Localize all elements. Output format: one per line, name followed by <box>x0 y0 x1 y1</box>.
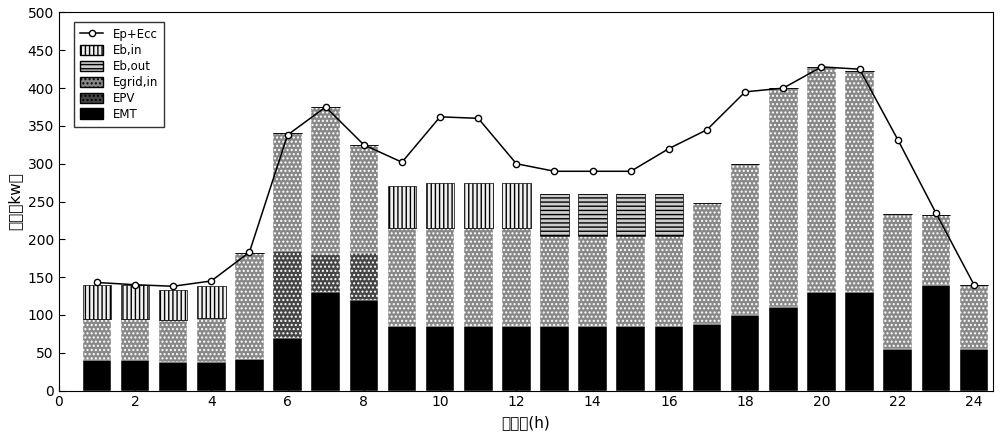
X-axis label: 时　间(h): 时 间(h) <box>502 415 550 430</box>
Bar <box>922 285 950 391</box>
Bar <box>464 228 493 326</box>
Bar <box>197 286 226 318</box>
Bar <box>578 326 607 391</box>
Bar <box>883 349 912 391</box>
Bar <box>655 194 683 236</box>
Bar <box>235 253 264 359</box>
Bar <box>83 319 111 361</box>
Bar <box>769 88 798 308</box>
Bar <box>159 362 187 391</box>
Bar <box>655 326 683 391</box>
Bar <box>540 236 569 326</box>
Bar <box>121 319 149 361</box>
Bar <box>121 285 149 319</box>
Bar <box>502 326 531 391</box>
Bar <box>883 215 912 349</box>
Bar <box>731 164 759 315</box>
Bar <box>273 133 302 251</box>
Bar <box>845 71 874 292</box>
Bar <box>311 107 340 254</box>
Bar <box>464 326 493 391</box>
Bar <box>540 326 569 391</box>
Bar <box>655 236 683 326</box>
Bar <box>502 183 531 228</box>
Bar <box>388 326 416 391</box>
Bar <box>845 292 874 391</box>
Bar <box>273 251 302 338</box>
Bar <box>426 183 454 228</box>
Bar <box>159 320 187 362</box>
Bar <box>350 145 378 253</box>
Bar <box>502 228 531 326</box>
Bar <box>235 359 264 391</box>
Bar <box>960 285 988 349</box>
Bar <box>121 361 149 391</box>
Bar <box>350 300 378 391</box>
Bar <box>807 292 836 391</box>
Bar <box>311 292 340 391</box>
Bar <box>578 236 607 326</box>
Bar <box>273 338 302 391</box>
Bar <box>693 203 721 324</box>
Bar <box>616 236 645 326</box>
Bar <box>807 67 836 292</box>
Bar <box>388 228 416 326</box>
Legend: Ep+Ecc, Eb,in, Eb,out, Egrid,in, EPV, EMT: Ep+Ecc, Eb,in, Eb,out, Egrid,in, EPV, EM… <box>74 22 164 127</box>
Bar <box>578 194 607 236</box>
Bar <box>197 362 226 391</box>
Bar <box>769 308 798 391</box>
Bar <box>540 194 569 236</box>
Bar <box>83 285 111 319</box>
Bar <box>83 361 111 391</box>
Bar <box>616 326 645 391</box>
Bar <box>693 324 721 391</box>
Bar <box>960 349 988 391</box>
Bar <box>388 187 416 228</box>
Bar <box>616 194 645 236</box>
Bar <box>464 183 493 228</box>
Bar <box>197 318 226 362</box>
Bar <box>159 290 187 320</box>
Bar <box>311 254 340 292</box>
Bar <box>731 315 759 391</box>
Y-axis label: 功率（kw）: 功率（kw） <box>7 173 22 230</box>
Bar <box>426 326 454 391</box>
Bar <box>426 228 454 326</box>
Bar <box>350 253 378 300</box>
Bar <box>922 215 950 285</box>
